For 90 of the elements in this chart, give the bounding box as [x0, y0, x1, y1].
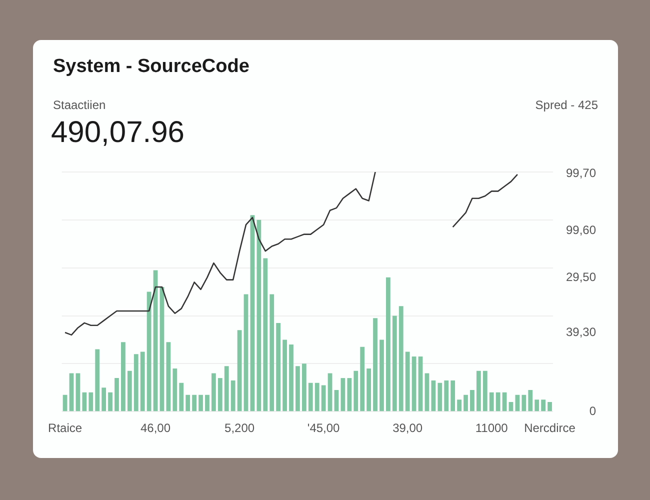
bar: [192, 394, 196, 412]
bar: [289, 344, 294, 412]
text: 99,70: [566, 166, 596, 180]
bar: [508, 402, 514, 412]
bar: [380, 340, 384, 412]
bar: [224, 366, 229, 412]
bar: [470, 390, 474, 412]
bar: [88, 392, 94, 412]
bar: [237, 330, 242, 412]
bar: [127, 370, 132, 412]
bar: [121, 342, 126, 412]
bar: [515, 394, 520, 412]
bar: [179, 382, 184, 412]
text: 0: [589, 404, 596, 418]
x-tick-label: '45,00: [307, 421, 340, 436]
bar: [270, 294, 274, 412]
bar: [464, 394, 468, 412]
bar: [256, 220, 262, 412]
text: 99,60: [566, 223, 596, 237]
x-tick-label: 5,200: [224, 421, 255, 436]
x-tick-label: Rtaice: [48, 421, 82, 436]
bar: [354, 370, 358, 412]
bar: [418, 356, 423, 412]
text: 39,30: [566, 325, 596, 339]
bar: [134, 354, 138, 412]
bar: [328, 373, 332, 412]
bar: [386, 277, 390, 412]
bar: [263, 258, 268, 412]
bar: [211, 373, 216, 412]
chart-title: System - SourceCode: [53, 56, 250, 78]
bar: [450, 380, 456, 412]
text: Spred - 425: [535, 98, 598, 112]
bar: [502, 392, 507, 412]
bar: [114, 378, 119, 412]
x-tick-label: 46,00: [140, 421, 171, 436]
bar: [496, 392, 500, 412]
bar: [166, 342, 171, 412]
bar: [244, 294, 248, 412]
bar: [146, 292, 152, 412]
bar: [296, 366, 300, 412]
bar: [548, 402, 552, 412]
bar: [102, 388, 106, 412]
bar: [522, 394, 526, 412]
bar: [476, 370, 481, 412]
bar: [282, 340, 287, 412]
bar: [69, 373, 74, 412]
bar: [230, 380, 236, 412]
bar: [198, 394, 203, 412]
bar: [340, 378, 346, 412]
bar: [482, 370, 488, 412]
bar: [76, 373, 80, 412]
bar: [108, 392, 112, 412]
bar: [308, 382, 313, 412]
bar: [276, 322, 281, 412]
bar: [366, 368, 371, 412]
bar: [140, 352, 145, 412]
bar: [314, 382, 320, 412]
bar: [250, 215, 255, 412]
bar: [218, 378, 222, 412]
bar: [82, 392, 87, 412]
bar: [62, 394, 68, 412]
bar: [302, 364, 306, 412]
bar: [457, 400, 462, 412]
chart-subtitle: Staactiien: [53, 98, 106, 112]
x-tick-label: 11000: [475, 421, 508, 436]
bar: [334, 390, 339, 412]
bar: [347, 378, 352, 412]
bar: [321, 385, 326, 412]
bar: [431, 380, 436, 412]
bar: [205, 394, 210, 412]
bar: [172, 368, 178, 412]
bar: [392, 316, 397, 412]
bar: [95, 349, 100, 412]
bar: [412, 356, 416, 412]
bar: [398, 306, 404, 412]
bar: [424, 373, 430, 412]
x-tick-label: 39,00: [392, 421, 423, 436]
x-tick-label: Nercdirce: [524, 421, 576, 436]
bar: [360, 346, 365, 412]
bar: [444, 380, 449, 412]
bar: [405, 352, 410, 412]
bar: [528, 390, 533, 412]
bar: [186, 394, 190, 412]
text: 490,07.96: [51, 116, 184, 150]
text: 29,50: [566, 270, 596, 284]
bar: [541, 400, 546, 412]
bar: [534, 400, 540, 412]
bar: [373, 318, 378, 412]
bar: [489, 392, 494, 412]
bar: [438, 382, 442, 412]
